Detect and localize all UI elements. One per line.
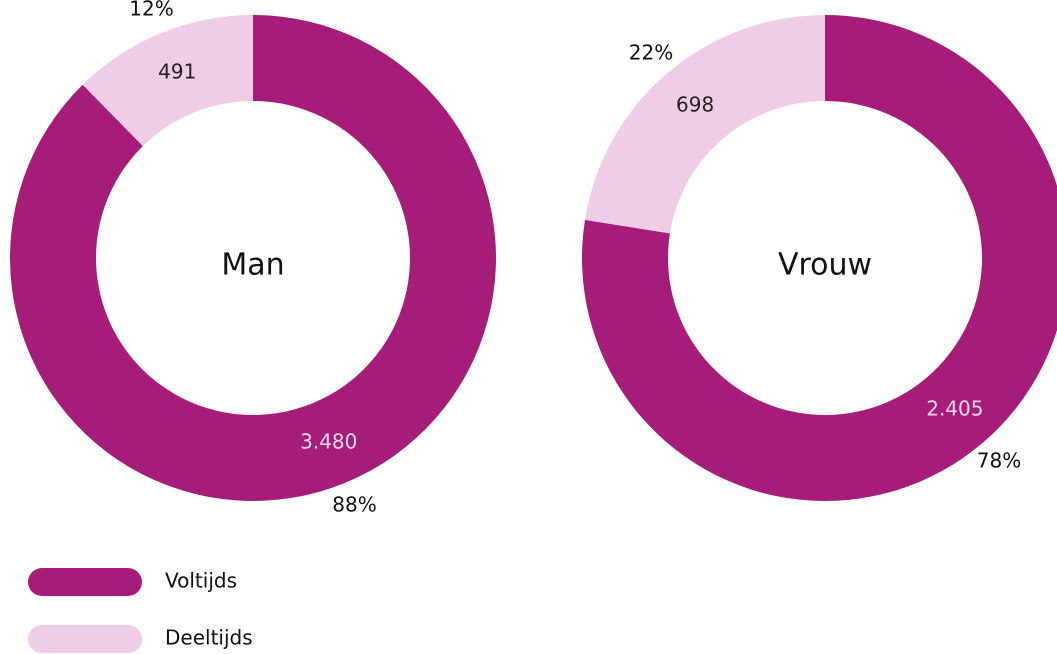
donut-segment [9,15,496,502]
percentage-label: 12% [129,0,173,20]
legend-label: Deeltijds [165,626,253,650]
value-label: 698 [676,92,714,116]
value-label: 491 [158,59,196,83]
legend-label: Voltijds [165,569,237,593]
legend-swatch [28,568,142,596]
percentage-label: 22% [629,41,673,65]
value-label: 3.480 [300,430,357,454]
value-label: 2.405 [926,397,983,421]
donut-segment [585,15,825,234]
percentage-label: 78% [977,448,1021,472]
donut-segment [581,15,1057,501]
legend-swatch [28,625,142,653]
center-title: Vrouw [778,248,872,283]
donut-segment [82,15,253,147]
center-title: Man [221,248,284,283]
percentage-label: 88% [332,493,376,517]
